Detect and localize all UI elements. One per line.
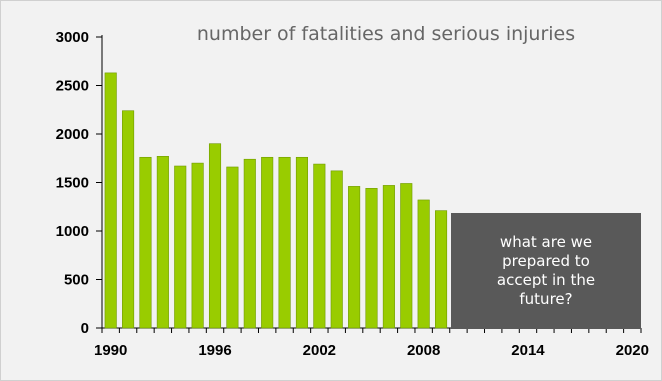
y-tick-label-3000: 3000 xyxy=(56,29,89,46)
y-tick-label-2000: 2000 xyxy=(56,126,89,143)
bar-1993 xyxy=(156,156,169,329)
bar-1994 xyxy=(174,165,187,329)
y-tick-label-1500: 1500 xyxy=(56,175,89,192)
y-tick-label-2500: 2500 xyxy=(56,78,89,95)
bar-1995 xyxy=(191,162,204,329)
x-tick-label-2002: 2002 xyxy=(303,342,336,359)
chart-title: number of fatalities and serious injurie… xyxy=(197,23,575,45)
bar-1992 xyxy=(139,156,152,329)
bar-1999 xyxy=(261,156,274,329)
bar-1991 xyxy=(122,110,135,329)
y-tick-label-500: 500 xyxy=(64,272,89,289)
callout-box: what are we prepared to accept in the fu… xyxy=(451,213,641,329)
bar-2009 xyxy=(435,210,448,329)
bar-2007 xyxy=(400,183,413,329)
x-ticks: 1990 1996 2002 2008 2014 2020 xyxy=(94,328,649,359)
x-tick-label-2020: 2020 xyxy=(616,342,649,359)
y-ticks: 0 500 1000 1500 2000 2500 3000 xyxy=(56,29,102,337)
bar-2003 xyxy=(330,170,343,329)
y-tick-label-1000: 1000 xyxy=(56,223,89,240)
bar-1998 xyxy=(243,158,256,329)
bar-2006 xyxy=(382,185,395,329)
bar-2008 xyxy=(417,199,430,329)
x-tick-label-1996: 1996 xyxy=(198,342,231,359)
x-tick-label-1990: 1990 xyxy=(94,342,127,359)
bars xyxy=(104,72,448,329)
bar-1996 xyxy=(208,143,222,329)
y-tick-label-0: 0 xyxy=(81,320,89,337)
bar-2000 xyxy=(278,156,291,329)
x-tick-label-2008: 2008 xyxy=(407,342,440,359)
bar-2002 xyxy=(313,163,326,329)
callout-text: what are we prepared to accept in the fu… xyxy=(496,233,596,308)
bar-2004 xyxy=(348,186,361,329)
x-tick-label-2014: 2014 xyxy=(511,342,545,359)
bar-2005 xyxy=(365,188,378,329)
bar-1990 xyxy=(104,72,117,329)
bar-1997 xyxy=(226,166,239,329)
bar-2001 xyxy=(295,156,308,329)
